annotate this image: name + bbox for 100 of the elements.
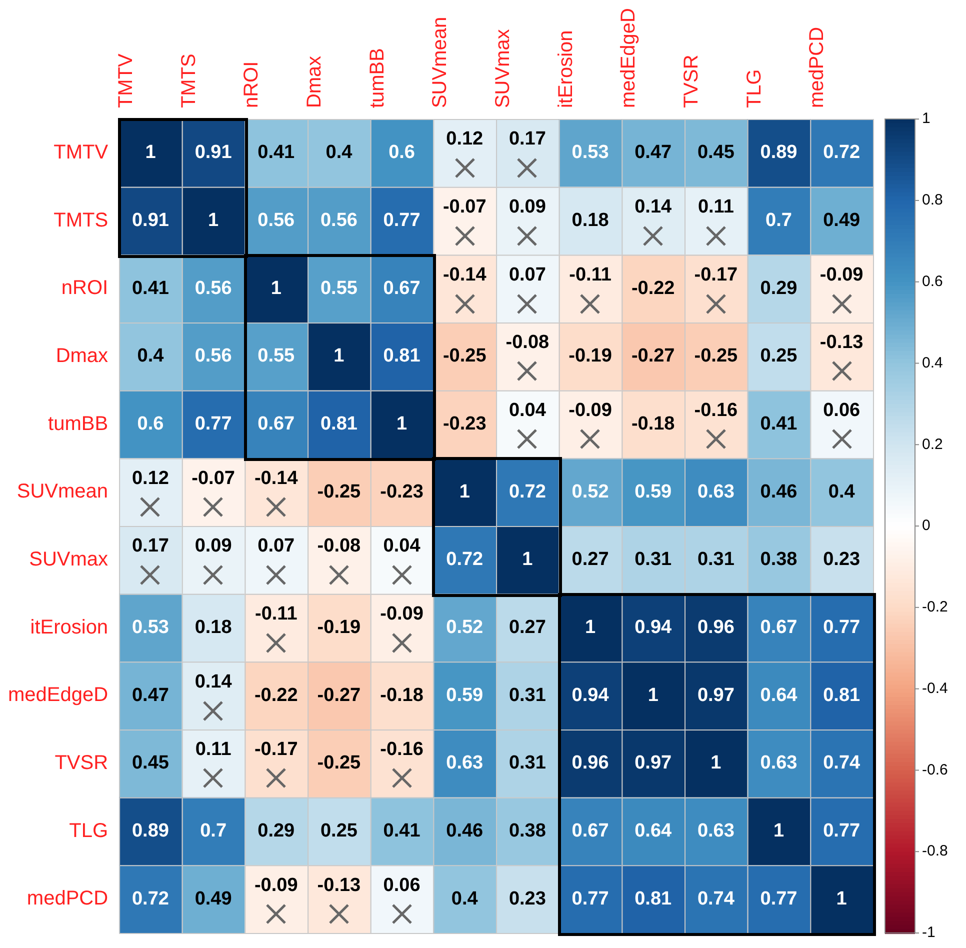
data-label: 0.81 (634, 888, 672, 910)
data-label: 0.41 (383, 820, 421, 842)
data-label: -0.09 (380, 603, 424, 624)
data-label: 0.55 (258, 346, 296, 367)
data-label: 0.29 (258, 820, 295, 842)
data-label: 0.06 (823, 400, 860, 421)
data-label: 0.7 (200, 820, 227, 842)
x-tick-label: itErosion (554, 30, 577, 108)
data-label: 0.81 (823, 684, 861, 706)
color-bar-label: -0.8 (922, 842, 948, 860)
data-label: 0.72 (132, 888, 169, 910)
data-label: 0.56 (194, 278, 232, 299)
data-label: 0.18 (572, 210, 609, 232)
data-label: 1 (270, 278, 282, 299)
x-tick-label: tumBB (366, 48, 388, 108)
y-tick-label: nROI (61, 277, 108, 300)
data-label: -0.25 (317, 752, 362, 774)
color-bar-label: 0.6 (922, 272, 943, 290)
data-label: 0.67 (383, 278, 420, 299)
data-label: 0.41 (258, 142, 296, 164)
data-label: -0.27 (317, 684, 361, 706)
data-label: 0.53 (132, 617, 169, 638)
data-label: 0.09 (508, 196, 546, 218)
data-label: -0.17 (694, 264, 738, 286)
data-label: -0.16 (694, 400, 738, 421)
data-label: 0.94 (572, 684, 610, 706)
data-label: -0.11 (569, 264, 612, 286)
x-tick-label: medPCD (806, 26, 828, 108)
data-label: -0.14 (254, 468, 298, 489)
data-label: 0.91 (194, 142, 232, 164)
data-label: 0.45 (697, 142, 735, 164)
data-label: -0.16 (380, 739, 424, 760)
x-tick-label: SUVmax (492, 29, 514, 108)
data-label: -0.07 (192, 468, 235, 489)
data-label: 0.63 (760, 752, 798, 774)
data-label: 0.7 (766, 210, 792, 232)
data-label: 0.96 (697, 617, 734, 638)
data-label: 0.23 (823, 549, 860, 570)
data-label: 0.31 (508, 684, 546, 706)
data-label: 0.41 (760, 414, 798, 435)
data-label: 0.77 (383, 210, 420, 232)
data-label: 0.4 (137, 346, 164, 367)
data-label: 0.46 (446, 820, 484, 842)
data-label: 1 (459, 481, 470, 502)
data-label: -0.19 (568, 346, 612, 367)
color-bar-label: -0.4 (922, 680, 948, 697)
data-label: 0.52 (572, 481, 609, 502)
data-label: -0.22 (254, 684, 298, 706)
data-label: 0.72 (823, 142, 860, 164)
data-label: 0.4 (451, 888, 478, 910)
data-label: 0.17 (132, 536, 169, 557)
data-label: 0.97 (697, 684, 734, 706)
y-tick-label: tumBB (48, 412, 108, 435)
data-label: 1 (584, 617, 596, 638)
data-label: 0.81 (383, 346, 421, 367)
color-bar-label: 1 (922, 110, 930, 128)
data-label: -0.23 (380, 481, 424, 502)
data-label: 0.72 (508, 481, 546, 502)
data-label: 1 (836, 888, 848, 910)
data-label: -0.25 (442, 346, 487, 367)
data-label: -0.23 (442, 414, 486, 435)
data-label: 0.74 (697, 888, 735, 910)
data-label: 0.31 (697, 549, 735, 570)
y-tick-label: SUVmax (29, 548, 108, 570)
data-label: 0.77 (760, 888, 798, 910)
data-label: 0.89 (132, 820, 169, 842)
data-label: 0.53 (572, 142, 609, 164)
data-label: 0.56 (320, 210, 358, 232)
data-label: 0.63 (446, 752, 484, 774)
data-label: -0.11 (254, 603, 298, 624)
data-label: -0.09 (568, 400, 612, 421)
data-label: 0.56 (258, 210, 295, 232)
data-label: -0.27 (631, 346, 675, 367)
data-label: 0.04 (508, 400, 546, 421)
color-bar-label: -0.6 (922, 761, 948, 778)
data-label: 1 (396, 414, 408, 435)
data-label: 0.04 (383, 536, 421, 557)
y-tick-label: Dmax (56, 344, 108, 367)
data-label: 0.07 (258, 536, 295, 557)
data-label: 0.59 (634, 481, 672, 502)
data-label: -0.14 (442, 264, 487, 286)
data-label: 0.67 (572, 820, 609, 842)
y-tick-label: medEdgeD (8, 684, 108, 706)
data-label: -0.18 (380, 684, 424, 706)
x-tick-label: Dmax (303, 56, 326, 108)
data-label: 0.27 (508, 617, 546, 638)
data-label: 0.07 (508, 264, 546, 286)
data-label: 1 (145, 142, 156, 164)
y-tick-label: medPCD (26, 888, 108, 910)
x-tick-label: TLG (743, 69, 766, 108)
data-label: 0.46 (760, 481, 798, 502)
data-label: 1 (208, 210, 220, 232)
data-label: -0.09 (820, 264, 864, 286)
color-bar-label: 0.4 (922, 354, 943, 372)
data-label: 0.97 (634, 752, 672, 774)
data-label: 0.52 (446, 617, 484, 638)
data-label: 1 (522, 549, 534, 570)
data-label: 0.11 (698, 196, 734, 218)
data-label: 0.06 (383, 874, 420, 896)
y-tick-label: SUVmean (16, 480, 108, 503)
